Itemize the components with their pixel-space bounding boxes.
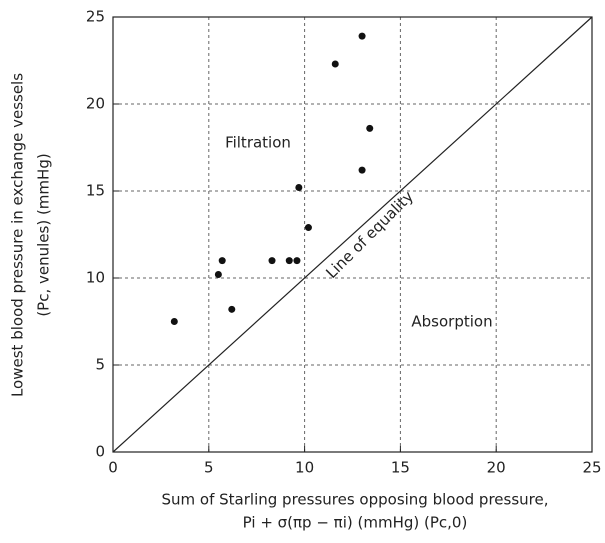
point (218, 257, 226, 265)
x-tick-label: 20 (487, 459, 506, 477)
point (304, 224, 312, 232)
y-axis-label: Lowest blood pressure in exchange vessel… (9, 73, 27, 397)
x-axis-label: Sum of Starling pressures opposing blood… (162, 491, 549, 509)
y-axis-label: (Pc, venules) (mmHg) (35, 153, 53, 316)
point (268, 257, 276, 265)
plot-frame (112, 16, 593, 453)
point (293, 257, 301, 265)
x-tick-label: 5 (204, 459, 214, 477)
point (295, 184, 303, 192)
point (214, 271, 222, 279)
x-tick-label: 0 (108, 459, 118, 477)
x-tick-label: 25 (582, 459, 601, 477)
point (366, 124, 374, 132)
y-tick-label: 20 (86, 95, 105, 113)
y-tick-label: 15 (86, 182, 105, 200)
y-tick-label: 5 (95, 356, 105, 374)
point (285, 257, 293, 265)
y-tick-label: 25 (86, 8, 105, 26)
annotation: Absorption (411, 313, 492, 331)
point (228, 305, 236, 313)
point (358, 166, 366, 174)
point (358, 32, 366, 40)
y-tick-label: 0 (95, 443, 105, 461)
annotation: Filtration (225, 134, 291, 152)
equality-line (112, 16, 593, 453)
x-axis-label: Pi + σ(πp − πi) (mmHg) (Pc,0) (243, 514, 468, 532)
y-tick-label: 10 (86, 269, 105, 287)
annotation: Line of equality (322, 187, 417, 282)
point (170, 318, 178, 325)
x-tick-label: 10 (295, 459, 314, 477)
x-tick-label: 15 (391, 459, 410, 477)
point (331, 60, 339, 68)
